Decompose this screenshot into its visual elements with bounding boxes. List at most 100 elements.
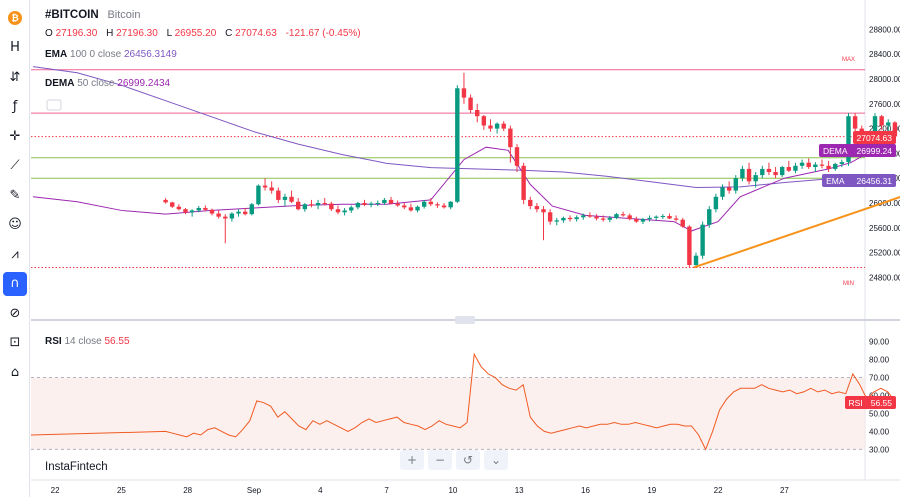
candle-body bbox=[296, 201, 301, 210]
symbol-name: #BITCOIN bbox=[45, 9, 99, 21]
camera-icon[interactable]: ⌂ bbox=[10, 364, 20, 380]
rsi-tick-label: 30.00 bbox=[869, 445, 890, 454]
candle-body bbox=[886, 122, 891, 126]
time-tick-label: 13 bbox=[515, 486, 524, 495]
drawing-toolbar: ₿ H ⇵ ƒ ✛ ⟋ ✎ ☺ ⩘ ∩ ⊘ ⊡ ⌂ bbox=[0, 0, 30, 497]
scroll-down-button[interactable]: ⌄ bbox=[484, 450, 508, 470]
ema-line bbox=[32, 66, 895, 189]
dema-line bbox=[32, 140, 896, 232]
candle-body bbox=[687, 226, 692, 265]
candle-body bbox=[779, 167, 785, 176]
candle-body bbox=[448, 201, 453, 208]
candle-body bbox=[256, 185, 261, 205]
candle-body bbox=[673, 218, 679, 220]
time-tick-label: 10 bbox=[448, 486, 457, 495]
dema-name: DEMA bbox=[45, 78, 75, 89]
candle-body bbox=[680, 219, 685, 227]
candle-body bbox=[242, 211, 248, 215]
candle-body bbox=[660, 216, 666, 218]
candle-body bbox=[753, 175, 758, 182]
dema-legend[interactable]: DEMA 50 close 26999.2434 bbox=[45, 78, 170, 89]
rsi-params: 14 close bbox=[64, 336, 102, 347]
candle-body bbox=[806, 162, 811, 168]
time-tick-label: 25 bbox=[117, 486, 126, 495]
zoom-in-button[interactable]: + bbox=[400, 450, 424, 470]
candle-body bbox=[455, 88, 460, 202]
candle-body bbox=[249, 204, 254, 215]
eye-off-icon[interactable]: ⊘ bbox=[9, 305, 21, 321]
time-tick-label: 27 bbox=[780, 486, 789, 495]
candle-body bbox=[667, 216, 672, 219]
time-tick-label: 22 bbox=[51, 486, 60, 495]
candle-body bbox=[481, 116, 487, 126]
ohlc-legend: O 27196.30 H 27196.30 L 26955.20 C 27074… bbox=[45, 28, 367, 39]
time-tick-label: 22 bbox=[714, 486, 723, 495]
fx-icon[interactable]: ƒ bbox=[12, 99, 18, 114]
pattern-icon[interactable]: ⩘ bbox=[11, 246, 19, 262]
candle-body bbox=[826, 165, 831, 169]
candle-body bbox=[846, 116, 851, 163]
candle-body bbox=[488, 125, 493, 129]
time-tick-label: 16 bbox=[581, 486, 590, 495]
candle-body bbox=[879, 116, 884, 126]
price-tag: 27074.63 bbox=[852, 131, 896, 144]
brush-icon[interactable]: ✎ bbox=[9, 187, 21, 203]
price-tick-label: 26000.00 bbox=[869, 199, 900, 208]
trendline-icon[interactable]: ⟋ bbox=[10, 158, 20, 173]
price-tick-label: 25600.00 bbox=[869, 224, 900, 233]
candle-body bbox=[720, 187, 725, 197]
reset-view-button[interactable]: ↺ bbox=[456, 450, 480, 470]
rsi-legend[interactable]: RSI 14 close 56.55 bbox=[45, 336, 130, 347]
compare-icon[interactable]: ⇵ bbox=[9, 69, 21, 85]
symbol-legend: #BITCOIN Bitcoin bbox=[45, 9, 140, 21]
magnet-icon[interactable]: ∩ bbox=[3, 271, 27, 296]
ema-legend[interactable]: EMA 100 0 close 26456.3149 bbox=[45, 49, 177, 60]
candle-body bbox=[654, 216, 659, 218]
dema-tag-value: 26999.24 bbox=[856, 145, 892, 156]
candle-body bbox=[833, 163, 838, 169]
brand-watermark: InstaFintech bbox=[45, 461, 108, 473]
candle-body bbox=[760, 168, 765, 176]
change-value: -121.67 (-0.45%) bbox=[285, 28, 361, 39]
rsi-tag-value: 56.55 bbox=[870, 397, 892, 408]
candle-body bbox=[468, 97, 473, 110]
open-label: O bbox=[45, 28, 53, 39]
candle-body bbox=[799, 162, 805, 166]
emoji-icon[interactable]: ☺ bbox=[8, 217, 22, 232]
rsi-band bbox=[31, 377, 865, 450]
candle-body bbox=[262, 185, 268, 188]
chart-canvas[interactable]: 28800.00 28400.00 28000.00 27600.00 27200.00… bbox=[31, 0, 900, 497]
candle-body bbox=[786, 167, 792, 171]
min-label: MIN bbox=[843, 281, 854, 287]
candle-body bbox=[203, 207, 208, 210]
candle-body bbox=[382, 199, 387, 203]
candle-body bbox=[600, 218, 606, 220]
candle-body bbox=[183, 209, 188, 213]
candle-body bbox=[282, 196, 288, 200]
bitcoin-logo[interactable]: ₿ bbox=[3, 6, 27, 30]
candle-body bbox=[309, 204, 314, 206]
candle-body bbox=[501, 123, 506, 129]
crosshair-icon[interactable]: ✛ bbox=[9, 128, 21, 144]
price-tick-label: 28400.00 bbox=[869, 50, 900, 59]
candle-body bbox=[302, 204, 308, 210]
rsi-tick-label: 90.00 bbox=[869, 338, 890, 347]
candle-body bbox=[634, 219, 639, 222]
candle-body bbox=[541, 209, 546, 213]
candle-body bbox=[322, 203, 327, 204]
high-value: 27196.30 bbox=[116, 28, 158, 39]
zoom-out-button[interactable]: − bbox=[428, 450, 452, 470]
candle-body bbox=[733, 178, 738, 191]
rsi-name: RSI bbox=[45, 336, 62, 347]
lock-icon[interactable]: ⊡ bbox=[9, 335, 21, 350]
candle-body bbox=[647, 217, 652, 220]
candle-body bbox=[693, 255, 699, 265]
price-tick-label: 27200.00 bbox=[869, 125, 900, 134]
candle-body bbox=[594, 216, 599, 219]
zoom-controls: + − ↺ ⌄ bbox=[400, 450, 508, 470]
close-label: C bbox=[225, 28, 233, 39]
ema-tag-label: EMA bbox=[826, 175, 845, 186]
dema-params: 50 close bbox=[77, 78, 115, 89]
indicator-icon[interactable]: H bbox=[10, 40, 20, 55]
candle-body bbox=[494, 123, 500, 129]
